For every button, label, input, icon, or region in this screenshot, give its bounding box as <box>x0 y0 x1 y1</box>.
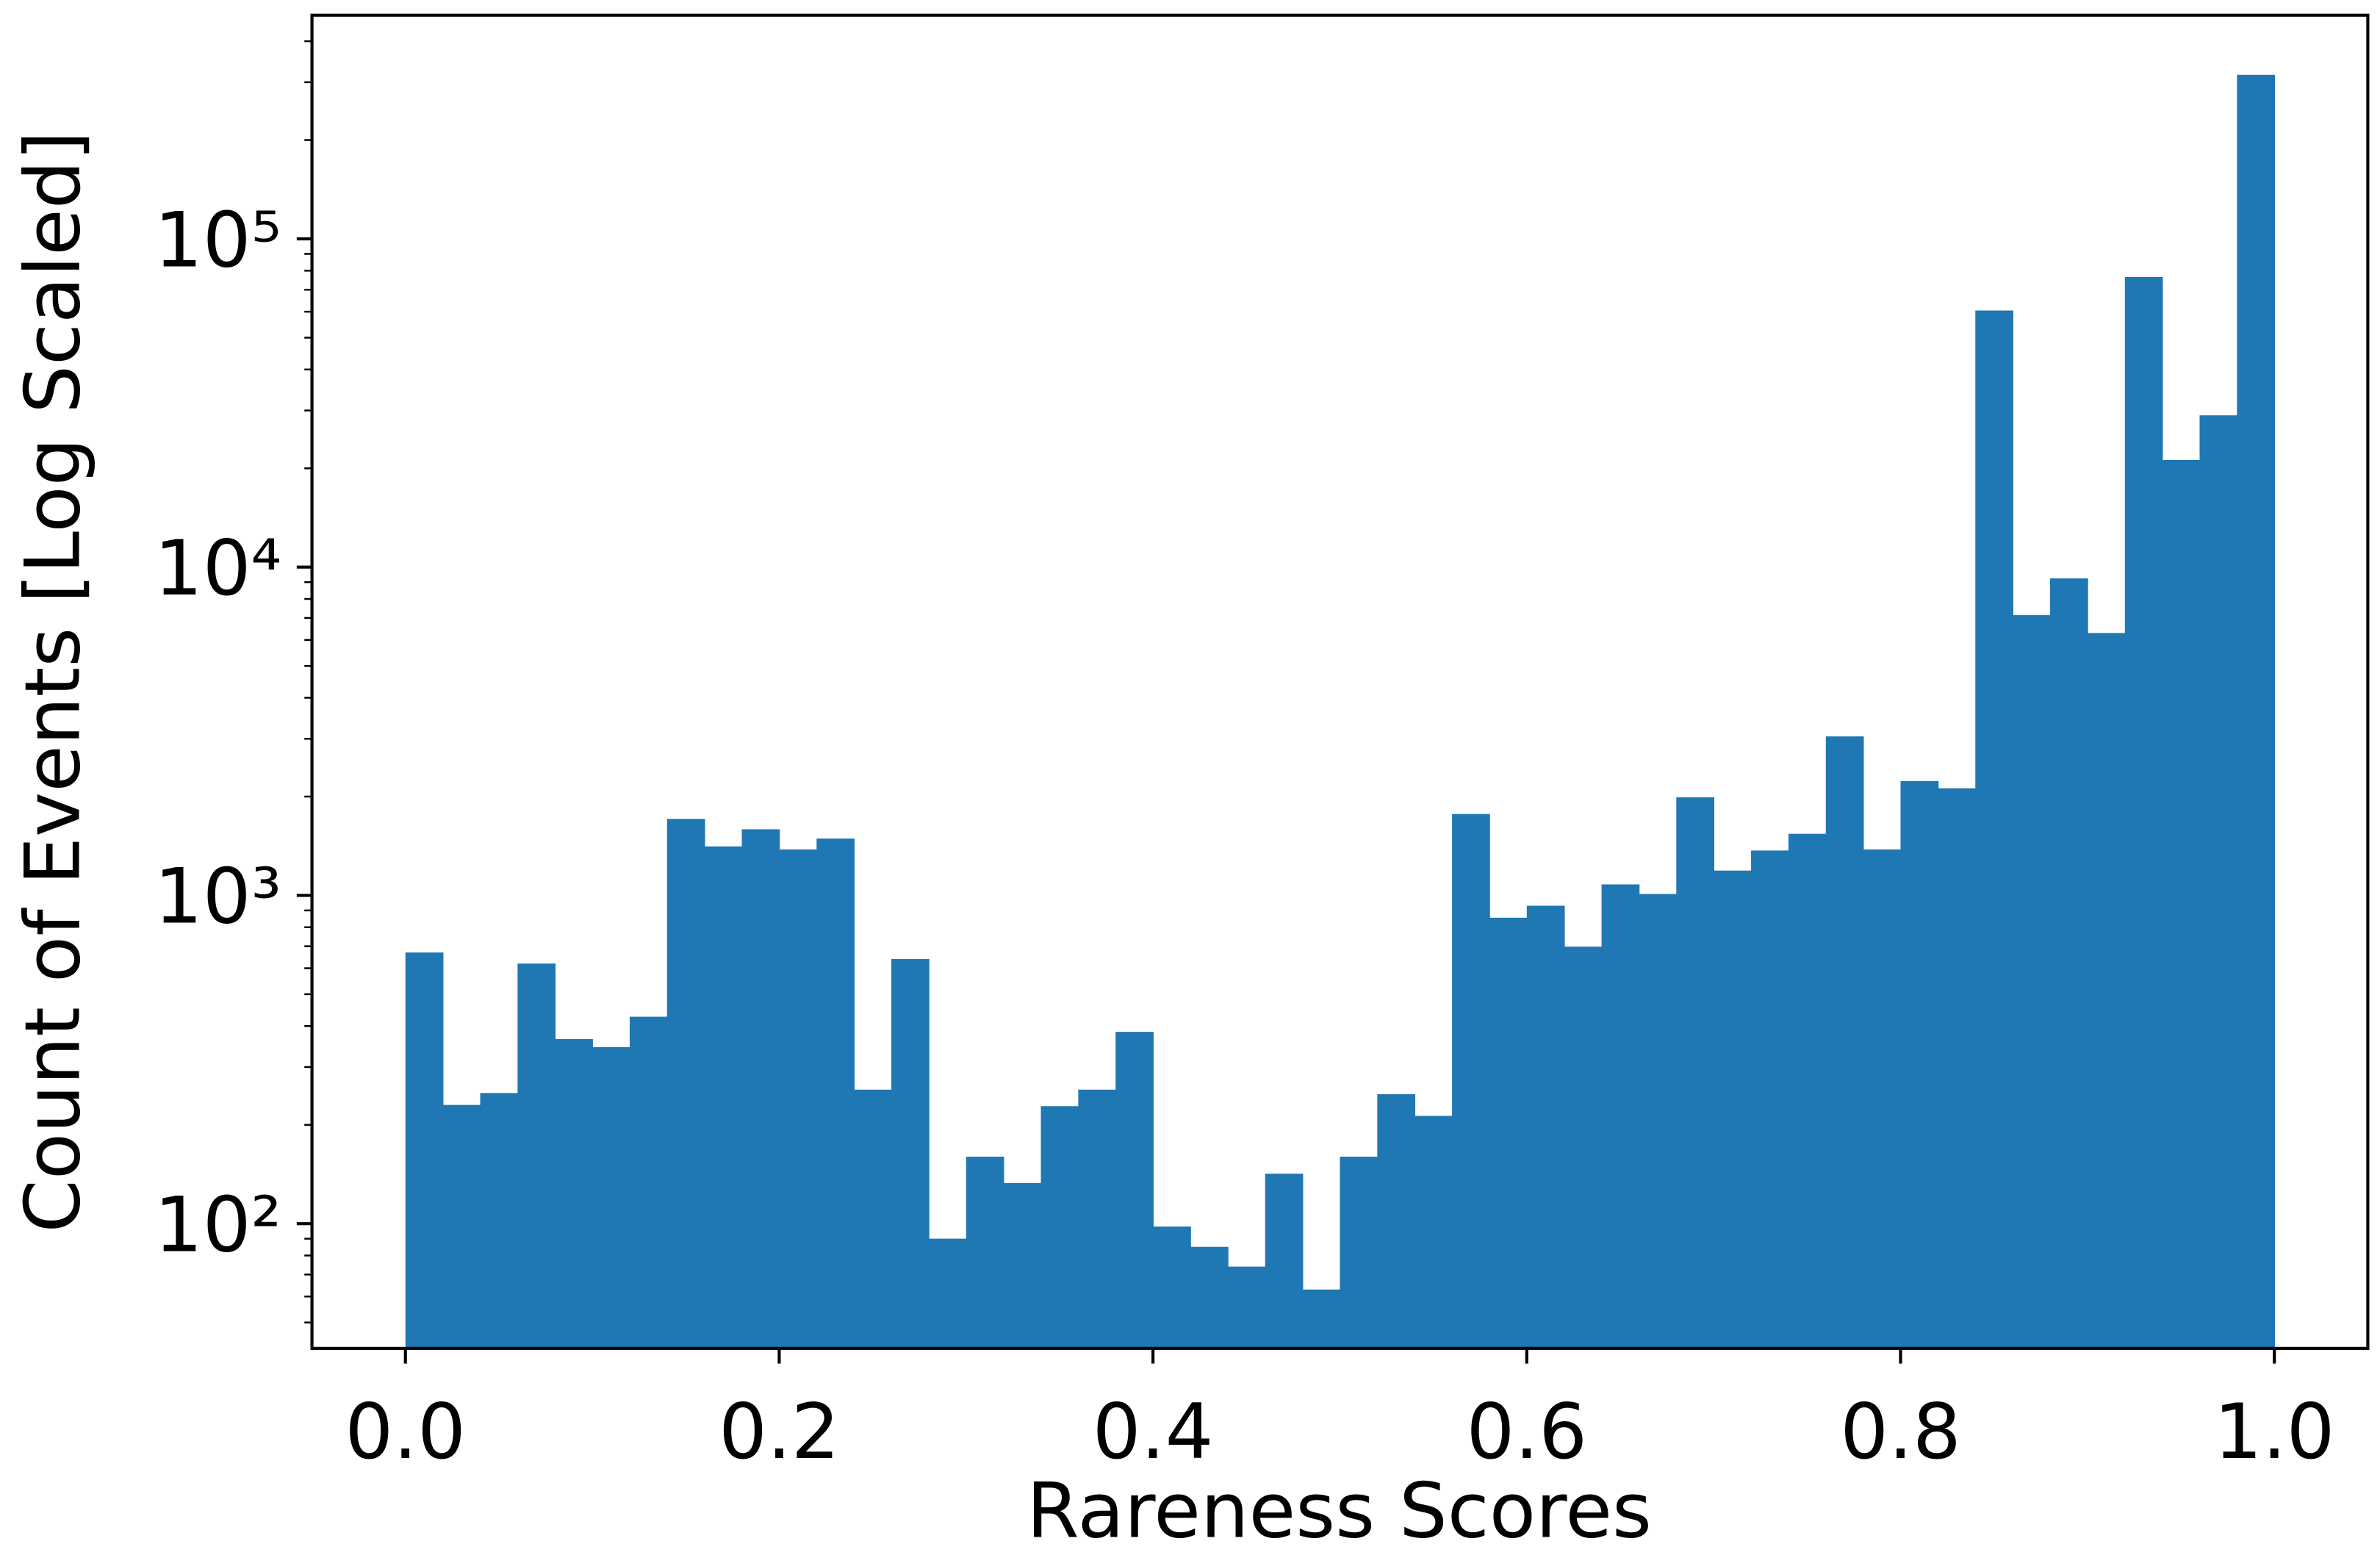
bar <box>1003 1182 1042 1348</box>
bar <box>1377 1093 1416 1348</box>
bar <box>1900 780 1939 1348</box>
bar <box>928 1238 967 1348</box>
bar <box>1863 849 1902 1348</box>
bar <box>891 959 930 1348</box>
x-tick-label: 1.0 <box>2214 1388 2335 1476</box>
bar <box>1227 1266 1266 1348</box>
y-axis-label: Count of Events [Log Scaled] <box>10 131 98 1232</box>
bar <box>1302 1289 1341 1348</box>
y-tick-label: 10² <box>154 1181 281 1269</box>
bar <box>1601 884 1640 1348</box>
bar <box>1825 736 1864 1348</box>
y-tick-label: 10⁵ <box>154 196 281 284</box>
y-tick-label: 10⁴ <box>154 525 281 613</box>
plot-frame <box>310 13 2370 1350</box>
bar <box>1153 1226 1191 1348</box>
bar <box>2124 276 2163 1348</box>
bar <box>1975 310 2013 1348</box>
x-tick-label: 0.2 <box>719 1388 840 1476</box>
bar <box>966 1156 1004 1348</box>
x-axis-label: Rareness Scores <box>1027 1468 1652 1556</box>
bar <box>2087 633 2126 1348</box>
bar <box>1452 813 1490 1348</box>
bar <box>405 952 444 1348</box>
bar <box>1078 1089 1117 1348</box>
bar <box>1788 833 1827 1348</box>
bar <box>517 963 556 1348</box>
bar <box>1489 917 1528 1348</box>
bar <box>592 1046 630 1348</box>
bar <box>442 1105 481 1348</box>
bar <box>2199 415 2238 1348</box>
bar <box>480 1093 519 1348</box>
bar <box>2050 578 2088 1348</box>
bar <box>1190 1246 1229 1348</box>
bar <box>1526 905 1565 1348</box>
bar <box>741 829 780 1348</box>
x-tick-label: 0.0 <box>345 1388 466 1476</box>
bar <box>1639 894 1678 1348</box>
bar <box>779 849 818 1348</box>
y-tick-label: 10³ <box>154 853 281 941</box>
bar <box>1676 797 1715 1348</box>
bar <box>555 1038 593 1348</box>
bar <box>1040 1106 1079 1348</box>
bar <box>2013 615 2051 1348</box>
bar <box>1564 947 1603 1348</box>
x-tick-label: 0.4 <box>1093 1388 1214 1476</box>
bar <box>1751 850 1789 1348</box>
bar <box>816 838 855 1348</box>
x-tick-label: 0.8 <box>1840 1388 1961 1476</box>
bar <box>1414 1116 1453 1348</box>
bar <box>1714 870 1752 1348</box>
bar <box>2162 459 2201 1348</box>
bar <box>629 1016 668 1348</box>
bar <box>1115 1032 1154 1348</box>
bar <box>2237 74 2276 1348</box>
bar <box>1340 1156 1378 1348</box>
bar <box>854 1089 892 1348</box>
bar <box>1265 1174 1304 1348</box>
bar <box>704 846 743 1348</box>
x-tick-label: 0.6 <box>1467 1388 1588 1476</box>
bar <box>1938 788 1977 1348</box>
bar <box>666 819 705 1348</box>
